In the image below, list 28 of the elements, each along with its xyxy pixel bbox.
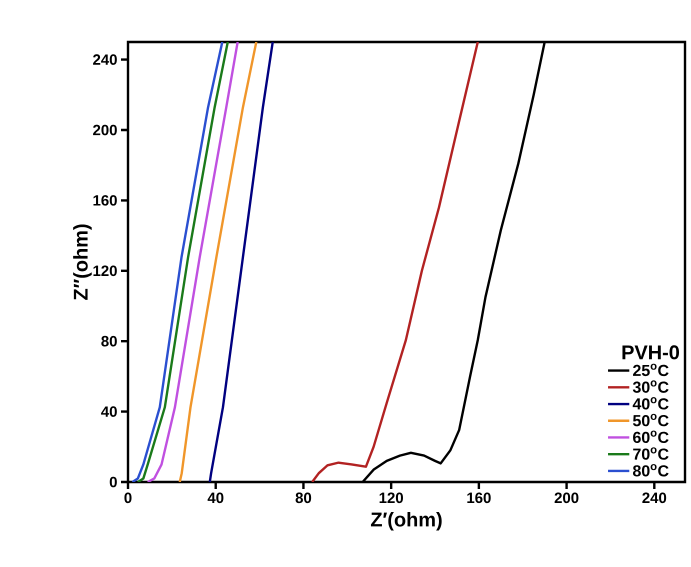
y-axis-title: Z″(ohm) (73, 224, 92, 300)
y-tick-label: 0 (110, 476, 117, 488)
y-tick-label: 200 (93, 124, 117, 136)
legend-label: 50$^{o}$C (632, 414, 669, 426)
y-tick-label: 120 (93, 266, 117, 276)
y-tick-label: 40 (101, 406, 117, 417)
x-tick-label: 0 (124, 492, 132, 504)
legend-label: 60$^{o}$C (633, 430, 669, 444)
x-tick-label: 40 (208, 492, 224, 504)
x-tick-label: 200 (554, 492, 578, 504)
x-tick-label: 240 (642, 492, 666, 504)
y-tick-label: 80 (101, 336, 117, 346)
x-tick-label: 120 (380, 492, 403, 504)
legend-title: PVH-0 (622, 345, 680, 360)
x-tick-label: 160 (467, 492, 491, 504)
line-series (311, 42, 479, 482)
legend-label: 30$^{o}$C (632, 380, 669, 393)
legend-label: 70$^{o}$C (633, 447, 669, 460)
line-series (208, 42, 274, 482)
x-axis-title: Z′(ohm) (370, 512, 442, 531)
line-series (178, 42, 258, 482)
x-tick-label: 80 (296, 492, 312, 504)
legend-label: 80$^{o}$C (632, 464, 669, 476)
legend-label: 25$^{o}$C (633, 364, 669, 376)
y-tick-label: 240 (93, 54, 117, 65)
line-series (146, 42, 239, 482)
legend-label: 40$^{o}$C (632, 397, 669, 410)
y-tick-label: 160 (93, 195, 117, 206)
